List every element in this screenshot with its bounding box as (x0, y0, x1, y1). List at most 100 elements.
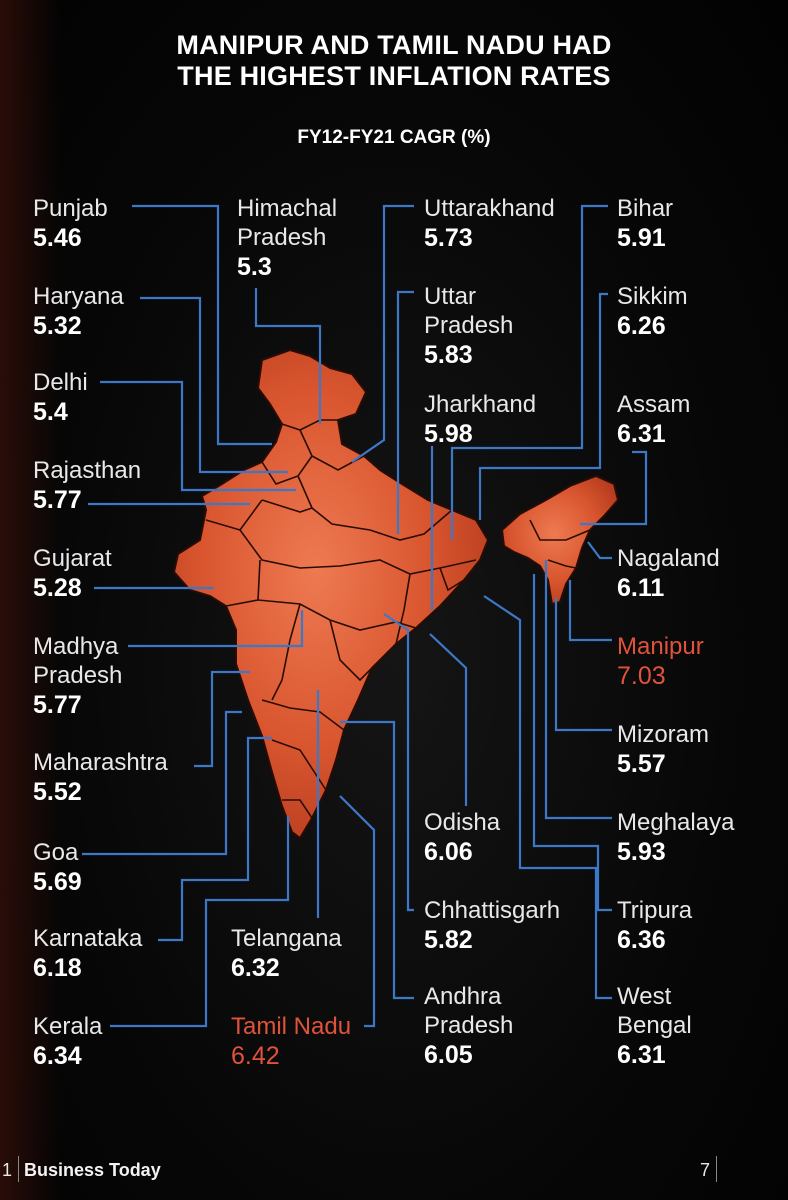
state-value: 5.28 (33, 574, 82, 602)
state-label-karnataka: Karnataka 6.18 (33, 924, 142, 983)
state-label-uttar-pradesh: Uttar Pradesh 5.83 (424, 282, 513, 370)
title-line-2: THE HIGHEST INFLATION RATES (177, 61, 611, 91)
state-value: 6.05 (424, 1041, 473, 1069)
leader-mizoram (554, 598, 612, 732)
leader-uttarakhand (351, 204, 414, 463)
state-label-tamil-nadu: Tamil Nadu 6.42 (231, 1012, 351, 1071)
footer-divider-right (716, 1156, 717, 1182)
leader-haryana (140, 296, 288, 474)
state-name: Assam (617, 391, 691, 418)
state-name: Rajasthan (33, 457, 142, 484)
state-name: Bihar (617, 195, 674, 222)
state-label-chhattisgarh: Chhattisgarh 5.82 (424, 896, 560, 955)
state-label-assam: Assam 6.31 (617, 390, 690, 449)
leader-kerala (110, 816, 290, 1028)
state-name-line-2: Pradesh (33, 662, 123, 689)
state-value: 5.3 (237, 253, 272, 281)
state-value: 5.91 (617, 224, 666, 252)
leader-bihar (450, 204, 608, 540)
leader-meghalaya (544, 560, 612, 820)
state-value: 7.03 (617, 662, 666, 690)
leader-assam (580, 450, 648, 526)
state-name: Jharkhand (424, 391, 537, 418)
leader-manipur (568, 580, 612, 642)
state-value: 6.32 (231, 954, 280, 982)
state-label-gujarat: Gujarat 5.28 (33, 544, 112, 603)
state-value: 5.98 (424, 420, 473, 448)
leader-punjab (132, 204, 272, 446)
state-label-manipur: Manipur 7.03 (617, 632, 704, 691)
leader-madhya-pradesh (128, 610, 304, 648)
page-number-right: 7 (700, 1160, 711, 1180)
state-name: Kerala (33, 1013, 103, 1040)
state-label-andhra-pradesh: Andhra Pradesh 6.05 (424, 982, 513, 1070)
leader-odisha (429, 633, 468, 806)
state-name: Goa (33, 839, 79, 866)
state-value: 5.77 (33, 691, 82, 719)
state-value: 5.57 (617, 750, 666, 778)
state-label-punjab: Punjab 5.46 (33, 194, 108, 253)
publication-name: Business Today (24, 1160, 161, 1180)
page-number-left: 1 (2, 1160, 13, 1180)
state-label-tripura: Tripura 6.36 (617, 896, 692, 955)
state-value: 5.4 (33, 398, 68, 426)
state-label-odisha: Odisha 6.06 (424, 808, 500, 867)
leader-lines (82, 204, 648, 1028)
state-label-haryana: Haryana 5.32 (33, 282, 124, 341)
state-name-line-1: Himachal (237, 195, 338, 222)
state-label-meghalaya: Meghalaya 5.93 (617, 808, 734, 867)
state-value: 5.83 (424, 341, 473, 369)
state-value: 6.31 (617, 420, 666, 448)
footer-divider (18, 1156, 19, 1182)
state-name: Telangana (231, 925, 342, 952)
state-value: 5.32 (33, 312, 82, 340)
state-name: Haryana (33, 283, 124, 310)
state-name-line-2: Pradesh (237, 224, 327, 251)
state-label-delhi: Delhi 5.4 (33, 368, 88, 427)
state-label-west-bengal: West Bengal 6.31 (617, 982, 692, 1070)
title-line-1: MANIPUR AND TAMIL NADU HAD (176, 30, 612, 60)
state-label-goa: Goa 5.69 (33, 838, 82, 897)
state-value: 6.31 (617, 1041, 666, 1069)
leader-uttar-pradesh (396, 290, 414, 534)
state-value: 5.82 (424, 926, 473, 954)
state-label-himachal-pradesh: Himachal Pradesh 5.3 (237, 194, 337, 282)
state-name: Manipur (617, 633, 704, 660)
state-value: 6.06 (424, 838, 473, 866)
state-label-kerala: Kerala 6.34 (33, 1012, 102, 1071)
state-value: 6.18 (33, 954, 82, 982)
state-label-rajasthan: Rajasthan 5.77 (33, 456, 141, 515)
state-name: Karnataka (33, 925, 143, 952)
state-label-jharkhand: Jharkhand 5.98 (424, 390, 536, 449)
state-name: Mizoram (617, 721, 710, 748)
state-label-maharashtra: Maharashtra 5.52 (33, 748, 168, 807)
leader-andhra-pradesh (340, 720, 414, 1000)
state-label-mizoram: Mizoram 5.57 (617, 720, 709, 779)
background-glow (0, 0, 60, 1200)
state-value: 6.42 (231, 1042, 280, 1070)
state-name: Uttarakhand (424, 195, 555, 222)
state-value: 6.11 (617, 574, 665, 602)
leader-tripura (532, 574, 612, 912)
state-name-line-2: Pradesh (424, 312, 514, 339)
page-footer: 1 Business Today 7 (0, 1156, 788, 1186)
state-name-line-1: Madhya (33, 633, 119, 660)
infographic-title: MANIPUR AND TAMIL NADU HAD THE HIGHEST I… (0, 30, 788, 92)
state-value: 5.69 (33, 868, 82, 896)
state-value: 5.93 (617, 838, 666, 866)
state-name: Odisha (424, 809, 501, 836)
leader-maharashtra (194, 670, 250, 768)
state-name: Chhattisgarh (424, 897, 561, 924)
state-name: Gujarat (33, 545, 112, 572)
state-value: 6.36 (617, 926, 666, 954)
state-name-line-1: West (617, 983, 672, 1010)
state-label-bihar: Bihar 5.91 (617, 194, 673, 253)
state-value: 6.26 (617, 312, 666, 340)
state-name-line-2: Bengal (617, 1012, 692, 1039)
leader-chhattisgarh (383, 613, 414, 912)
leader-west-bengal (483, 595, 612, 1000)
state-name: Tripura (617, 897, 693, 924)
state-label-madhya-pradesh: Madhya Pradesh 5.77 (33, 632, 122, 720)
